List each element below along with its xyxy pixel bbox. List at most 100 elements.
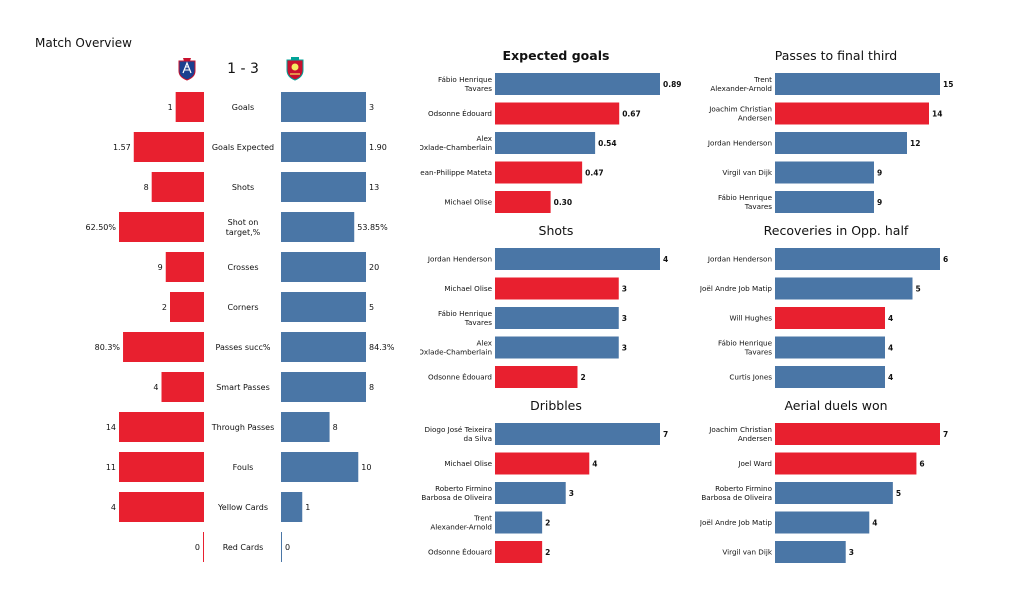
value-label: 5 (896, 489, 901, 498)
away-value-corners: 5 (369, 303, 374, 312)
value-label: 4 (592, 460, 597, 469)
stat-label-goals: Goals (232, 103, 254, 112)
value-label: 12 (910, 139, 920, 148)
bar-fabio-henrique-tavares (495, 307, 619, 329)
value-label: 4 (888, 373, 893, 382)
bar-trent-alexander-arnold (495, 511, 543, 534)
value-label: 4 (872, 519, 877, 528)
player-label: Jordan Henderson (707, 139, 772, 148)
value-label: 2 (545, 519, 550, 528)
home-value-through-passes: 14 (106, 423, 116, 432)
value-label: 6 (943, 255, 948, 264)
home-bar-goals (175, 92, 204, 122)
bar-michael-olise (495, 452, 590, 475)
away-bar-shots (281, 172, 366, 202)
value-label: 3 (622, 314, 627, 323)
page-title: Match Overview (35, 36, 132, 50)
bar-jordan-henderson (495, 248, 660, 270)
bar-will-hughes (775, 307, 885, 329)
value-label: 4 (888, 344, 893, 353)
bar-diogo-jose-teixeira-da-silva (495, 423, 660, 445)
shots-chart: Shots Jordan Henderson 4 Michael Olise 3 Fábi… (420, 223, 668, 388)
bar-jean-philippe-mateta (495, 161, 583, 184)
value-label: 5 (916, 285, 921, 294)
value-label: 0.89 (663, 80, 682, 89)
away-bar-yellow-cards (281, 492, 303, 522)
value-label: 6 (919, 460, 924, 469)
home-value-shot-on-target: 62.50% (85, 223, 116, 232)
away-bar-red-cards (281, 532, 282, 562)
stat-label-shot-on-target: Shot on target,% (226, 218, 261, 237)
home-value-yellow-cards: 4 (111, 503, 116, 512)
player-label: Michael Olise (444, 198, 492, 207)
chart-title: Passes to final third (775, 48, 897, 63)
stat-label-corners: Corners (227, 303, 258, 312)
value-label: 4 (888, 314, 893, 323)
bar-odsonne-edouard (495, 102, 620, 125)
chart-title: Shots (539, 223, 574, 238)
stat-label-crosses: Crosses (227, 263, 258, 272)
player-label: Odsonne Édouard (428, 373, 492, 382)
away-bar-crosses (281, 252, 366, 282)
home-bar-red-cards (203, 532, 204, 562)
player-label: Joël Andre Job Matip (700, 518, 772, 527)
opp-half-recoveries-chart: Recoveries in Opp. half Jordan Henderson 6… (700, 223, 948, 388)
away-bar-goals (281, 92, 366, 122)
player-label: Trent Alexander-Arnold (430, 514, 492, 532)
bar-odsonne-edouard (495, 366, 578, 388)
bar-joachim-christian-andersen (775, 423, 940, 445)
chart-title: Aerial duels won (784, 398, 887, 413)
player-label: Jordan Henderson (707, 255, 772, 264)
home-bar-smart-passes (161, 372, 204, 402)
bar-joel-ward (775, 452, 917, 475)
away-value-shot-on-target: 53.85% (357, 223, 388, 232)
home-bar-corners (170, 292, 204, 322)
aerial-duels-chart: Aerial duels won Joachim Christian Anderse… (700, 398, 948, 563)
value-label: 4 (663, 255, 668, 264)
value-label: 3 (622, 285, 627, 294)
away-value-fouls: 10 (361, 463, 371, 472)
stat-label-fouls: Fouls (233, 463, 254, 472)
value-label: 0.47 (585, 169, 604, 178)
stat-label-red-cards: Red Cards (223, 543, 264, 552)
value-label: 3 (849, 548, 854, 557)
away-value-yellow-cards: 1 (305, 503, 310, 512)
value-label: 14 (932, 110, 942, 119)
player-label: Michael Olise (444, 459, 492, 468)
dribbles-chart: Dribbles Diogo José Teixeira da Silva 7 Mich… (421, 398, 668, 563)
away-bar-corners (281, 292, 366, 322)
away-value-passes-succ: 84.3% (369, 343, 395, 352)
away-value-through-passes: 8 (333, 423, 338, 432)
player-label: Roberto Firmino Barbosa de Oliveira (701, 484, 772, 502)
bar-fabio-henrique-tavares (775, 191, 874, 213)
home-value-fouls: 11 (106, 463, 116, 472)
value-label: 0.30 (554, 198, 573, 207)
bar-roberto-firmino-barbosa-de-oliveira (495, 482, 566, 504)
away-bar-through-passes (281, 412, 330, 442)
player-label: Curtis Jones (729, 373, 772, 382)
bar-fabio-henrique-tavares (495, 73, 660, 95)
away-bar-shot-on-target (281, 212, 355, 242)
crystal-palace-crest-icon (177, 55, 197, 85)
home-bar-shots (151, 172, 204, 202)
value-label: 2 (545, 548, 550, 557)
bar-alex-oxlade-chamberlain (495, 336, 619, 359)
home-value-goals-expected: 1.57 (113, 143, 131, 152)
bar-jordan-henderson (775, 132, 907, 154)
home-value-smart-passes: 4 (153, 383, 158, 392)
player-label: Odsonne Édouard (428, 548, 492, 557)
away-bar-smart-passes (281, 372, 366, 402)
away-bar-goals-expected (281, 132, 366, 162)
liverpool-crest-icon (285, 55, 305, 85)
bar-roberto-firmino-barbosa-de-oliveira (775, 482, 893, 504)
away-value-crosses: 20 (369, 263, 379, 272)
value-label: 3 (569, 489, 574, 498)
player-label: Jean-Philippe Mateta (420, 168, 492, 177)
player-label: Joel Ward (737, 459, 772, 468)
home-bar-fouls (119, 452, 204, 482)
player-label: Joachim Christian Andersen (708, 425, 772, 443)
away-bar-fouls (281, 452, 359, 482)
value-label: 3 (622, 344, 627, 353)
